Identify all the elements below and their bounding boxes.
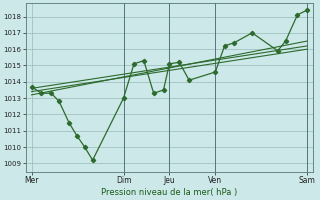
- X-axis label: Pression niveau de la mer( hPa ): Pression niveau de la mer( hPa ): [101, 188, 237, 197]
